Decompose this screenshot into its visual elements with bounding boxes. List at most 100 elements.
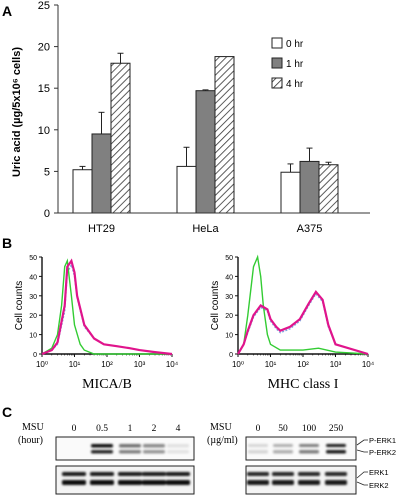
y-axis-ticks: 0 5 10 15 20 25 <box>38 0 58 220</box>
band <box>325 480 347 485</box>
band <box>142 480 166 485</box>
lane-label: 0 <box>72 424 77 434</box>
bar-chart: 0 5 10 15 20 25 HT29 HeLa A375 0 hr 1 hr 4 hr Uri… <box>11 0 370 235</box>
legend: 0 hr 1 hr 4 hr <box>271 37 304 90</box>
legend-swatch <box>271 57 283 69</box>
band <box>62 472 86 476</box>
label-erk1: ERK1 <box>369 468 389 477</box>
y-tick-label: 10 <box>38 125 50 137</box>
blot-bands <box>62 444 347 485</box>
left-condition-label: MSU <box>22 422 44 433</box>
bar <box>91 133 112 214</box>
band <box>247 472 269 476</box>
y-tick-label: 20 <box>225 313 233 320</box>
band-bracket-top <box>356 439 368 453</box>
lane-label: 50 <box>278 424 288 434</box>
histogram-curve <box>237 292 369 355</box>
band <box>272 472 294 476</box>
x-tick-label: 10² <box>297 360 309 369</box>
y-tick-label: 50 <box>29 255 37 262</box>
y-tick-label: 20 <box>38 42 50 54</box>
band <box>119 444 141 448</box>
band <box>299 450 319 454</box>
x-tick-label: 10² <box>101 360 113 369</box>
band <box>142 472 166 476</box>
y-axis-label: Cell counts <box>14 281 25 330</box>
band <box>299 444 319 447</box>
lane-label: 250 <box>329 424 344 434</box>
band <box>166 480 190 485</box>
left-lane-labels: 0 0.5 1 2 4 <box>72 424 181 434</box>
y-tick-label: 0 <box>229 352 233 359</box>
y-tick-label: 10 <box>29 333 37 340</box>
x-axis-categories: HT29 HeLa A375 <box>88 223 322 235</box>
x-axis-label: MICA/B <box>82 377 132 392</box>
right-condition-label: MSU <box>210 422 232 433</box>
band <box>326 444 346 447</box>
legend-swatch <box>271 77 283 89</box>
category-label: HeLa <box>192 223 219 235</box>
x-tick-label: 10³ <box>330 360 342 369</box>
x-tick-label: 10⁰ <box>232 360 244 369</box>
y-tick-label: 0 <box>44 208 50 220</box>
histogram-curve <box>237 290 369 356</box>
band <box>166 472 190 476</box>
band <box>167 444 189 448</box>
bar <box>318 164 339 214</box>
band <box>90 480 114 485</box>
band <box>118 480 142 485</box>
histogram-curve <box>41 258 173 356</box>
band <box>118 472 142 476</box>
band <box>143 444 165 448</box>
label-p-erk1: P-ERK1 <box>369 436 396 445</box>
x-tick-label: 10³ <box>134 360 146 369</box>
band <box>167 450 189 454</box>
category-label: HT29 <box>88 223 115 235</box>
band <box>248 444 268 447</box>
histogram-mhc: 0 10 20 30 40 50 10⁰ 10¹ 10² 10³ 10⁴ Cell counts MHC… <box>210 254 375 392</box>
category-label: A375 <box>297 223 323 235</box>
band <box>248 450 268 454</box>
panel-b-letter: B <box>2 235 12 251</box>
y-tick-label: 0 <box>33 352 37 359</box>
panel-c-letter: C <box>2 404 12 420</box>
y-tick-label: 10 <box>225 333 233 340</box>
band <box>325 472 347 476</box>
western-blots: MSU (hour) 0 0.5 1 2 4 MSU (µg/ml) 0 50 100 250… <box>18 422 396 495</box>
y-tick-label: 25 <box>38 0 50 12</box>
legend-label: 4 hr <box>286 79 304 90</box>
y-tick-label: 50 <box>225 255 233 262</box>
left-unit-label: (hour) <box>18 435 43 446</box>
band <box>326 450 346 454</box>
blot-left-top <box>55 436 195 461</box>
bar <box>176 165 197 214</box>
band <box>90 472 114 476</box>
band-bracket-bottom <box>356 471 368 486</box>
band <box>298 472 320 476</box>
band <box>91 450 113 454</box>
x-tick-label: 10¹ <box>69 360 81 369</box>
lane-label: 4 <box>176 424 181 434</box>
right-lane-labels: 0 50 100 250 <box>256 424 344 434</box>
bar <box>195 90 216 214</box>
blot-right-top <box>245 436 357 461</box>
band <box>91 444 113 448</box>
band <box>273 450 293 454</box>
x-tick-label: 10⁰ <box>36 360 48 369</box>
legend-swatch <box>271 37 283 49</box>
label-erk2: ERK2 <box>369 481 389 490</box>
lane-label: 0.5 <box>96 424 108 434</box>
lane-label: 100 <box>302 424 317 434</box>
y-tick-label: 40 <box>29 274 37 281</box>
legend-label: 0 hr <box>286 39 304 50</box>
y-tick-label: 40 <box>225 274 233 281</box>
x-tick-label: 10¹ <box>265 360 277 369</box>
histogram-curve <box>237 254 369 355</box>
lane-label: 2 <box>152 424 157 434</box>
bar <box>214 56 235 214</box>
bar <box>72 169 93 214</box>
y-tick-label: 30 <box>29 294 37 301</box>
band <box>143 450 165 454</box>
lane-label: 1 <box>128 424 133 434</box>
